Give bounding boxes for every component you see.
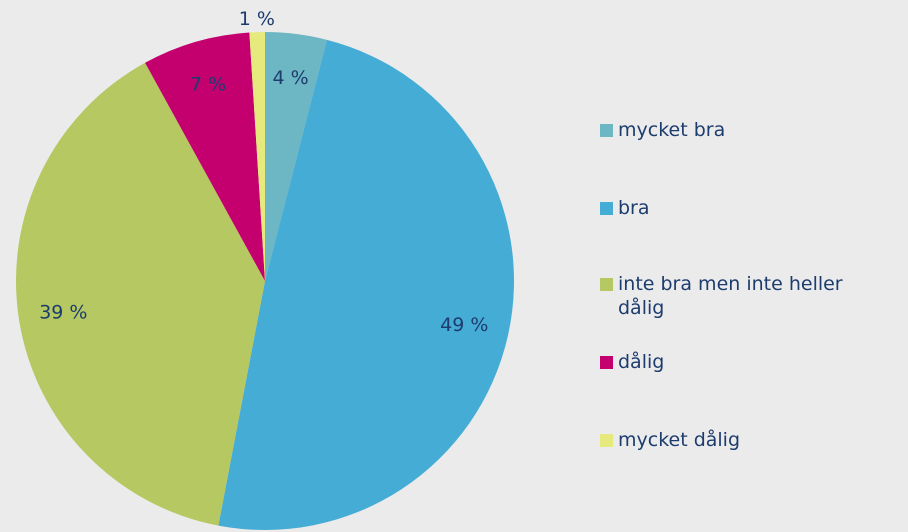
data-label: 39 % — [39, 301, 87, 323]
pie-slice — [15, 62, 265, 526]
pie-slice — [145, 32, 265, 281]
legend-label: inte bra men inte heller dålig — [618, 273, 843, 319]
legend-swatch — [600, 434, 613, 447]
legend-label: bra — [618, 197, 650, 219]
data-label: 7 % — [190, 73, 226, 95]
data-label: 49 % — [440, 314, 488, 336]
pie-slice — [218, 39, 514, 530]
data-label: 1 % — [239, 8, 275, 30]
legend-item: mycket dålig — [600, 428, 900, 452]
legend-swatch — [600, 202, 613, 215]
legend-item: inte bra men inte heller dålig — [600, 272, 900, 320]
legend-label: mycket dålig — [618, 429, 741, 451]
pie-slice — [265, 32, 327, 281]
pie-slice — [249, 32, 265, 281]
legend-label: mycket bra — [618, 119, 726, 141]
legend-swatch — [600, 124, 613, 137]
data-label: 4 % — [272, 67, 308, 89]
legend-swatch — [600, 356, 613, 369]
legend-label: dålig — [618, 351, 665, 373]
legend-item: dålig — [600, 350, 900, 374]
legend-item: bra — [600, 196, 900, 220]
legend-swatch — [600, 278, 613, 291]
legend-item: mycket bra — [600, 118, 900, 142]
